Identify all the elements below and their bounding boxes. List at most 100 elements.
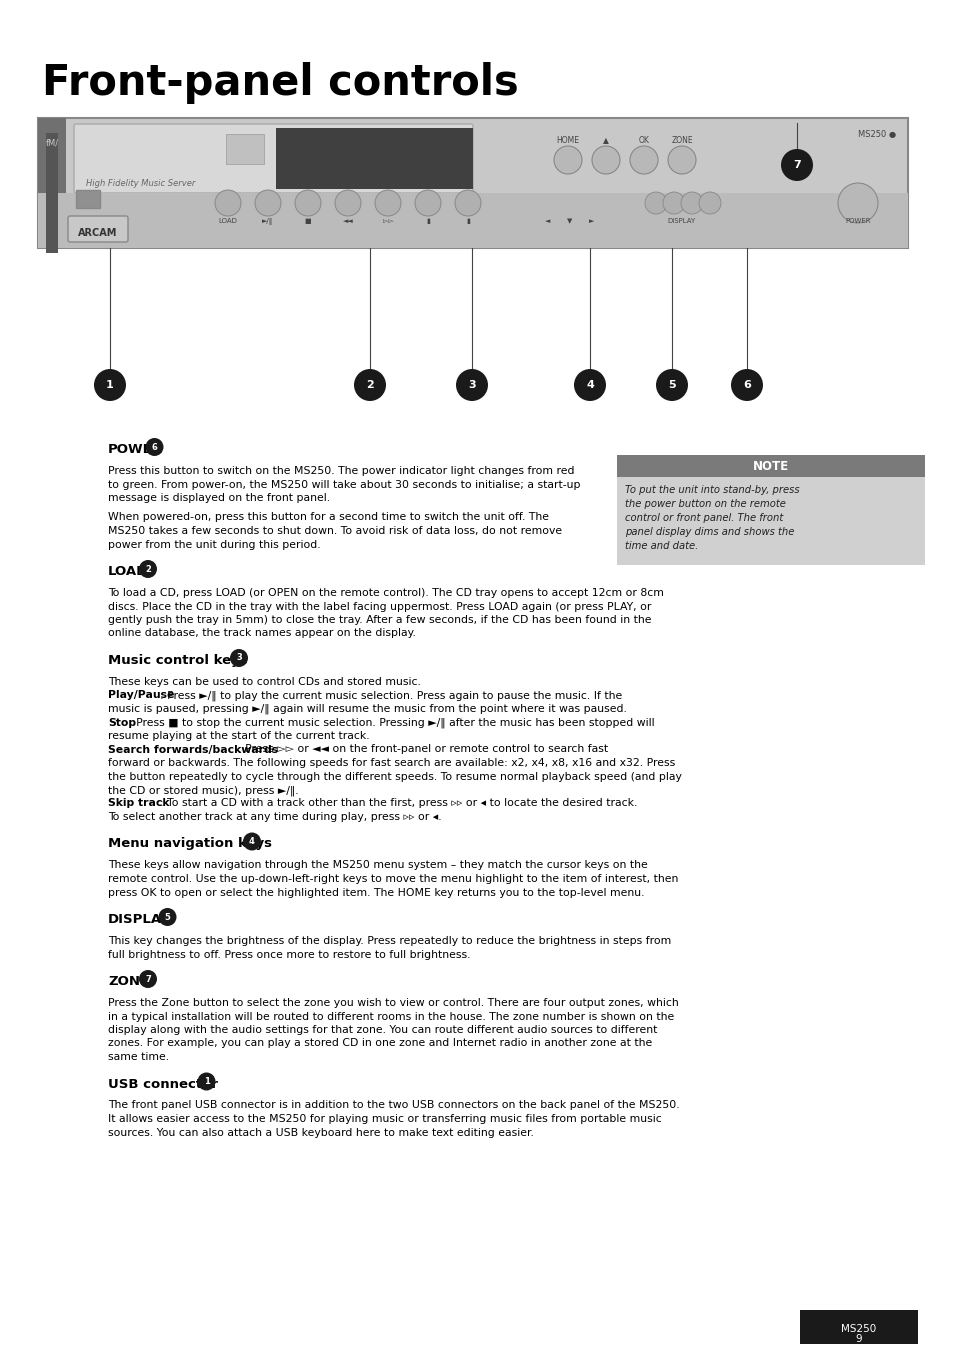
Circle shape bbox=[656, 369, 687, 401]
Text: time and date.: time and date. bbox=[624, 541, 698, 551]
Text: High Fidelity Music Server: High Fidelity Music Server bbox=[86, 180, 195, 188]
Text: 5: 5 bbox=[667, 379, 675, 390]
Text: To select another track at any time during play, press ▹▹ or ◂.: To select another track at any time duri… bbox=[108, 811, 441, 822]
Text: When powered-on, press this button for a second time to switch the unit off. The: When powered-on, press this button for a… bbox=[108, 513, 548, 522]
Text: ◄: ◄ bbox=[545, 217, 550, 224]
Text: This key changes the brightness of the display. Press repeatedly to reduce the b: This key changes the brightness of the d… bbox=[108, 936, 671, 946]
Text: Music control keys: Music control keys bbox=[108, 653, 248, 667]
Text: Menu navigation keys: Menu navigation keys bbox=[108, 837, 272, 850]
Text: panel display dims and shows the: panel display dims and shows the bbox=[624, 526, 794, 537]
Text: ▻▻: ▻▻ bbox=[382, 217, 393, 224]
Text: NOTE: NOTE bbox=[752, 459, 788, 472]
FancyBboxPatch shape bbox=[68, 216, 128, 242]
Text: DISPLAY: DISPLAY bbox=[667, 217, 696, 224]
Text: ▼: ▼ bbox=[567, 217, 572, 224]
Circle shape bbox=[554, 146, 581, 174]
Text: 9: 9 bbox=[855, 1334, 862, 1345]
Circle shape bbox=[781, 148, 812, 181]
Circle shape bbox=[254, 190, 281, 216]
Text: ◄◄: ◄◄ bbox=[342, 217, 353, 224]
Circle shape bbox=[730, 369, 762, 401]
Text: 2: 2 bbox=[366, 379, 374, 390]
Circle shape bbox=[335, 190, 360, 216]
Text: HOME: HOME bbox=[556, 136, 578, 144]
Text: It allows easier access to the MS250 for playing music or transferring music fil: It allows easier access to the MS250 for… bbox=[108, 1114, 661, 1125]
Text: Play/Pause: Play/Pause bbox=[108, 690, 174, 701]
Text: music is paused, pressing ►/‖ again will resume the music from the point where i: music is paused, pressing ►/‖ again will… bbox=[108, 703, 626, 714]
Text: ▮: ▮ bbox=[426, 217, 430, 224]
Text: remote control. Use the up-down-left-right keys to move the menu highlight to th: remote control. Use the up-down-left-rig… bbox=[108, 873, 678, 884]
Text: ▲: ▲ bbox=[602, 136, 608, 144]
Text: MS250 ●: MS250 ● bbox=[857, 130, 895, 139]
Text: These keys can be used to control CDs and stored music.: These keys can be used to control CDs an… bbox=[108, 676, 420, 687]
Text: 1: 1 bbox=[203, 1077, 210, 1085]
Text: message is displayed on the front panel.: message is displayed on the front panel. bbox=[108, 493, 330, 504]
Text: LOAD: LOAD bbox=[108, 566, 148, 578]
Text: Press this button to switch on the MS250. The power indicator light changes from: Press this button to switch on the MS250… bbox=[108, 466, 574, 477]
Text: forward or backwards. The following speeds for fast search are available: x2, x4: forward or backwards. The following spee… bbox=[108, 757, 675, 768]
Text: Search forwards/backwards: Search forwards/backwards bbox=[108, 744, 278, 755]
Text: The front panel USB connector is in addition to the two USB connectors on the ba: The front panel USB connector is in addi… bbox=[108, 1100, 679, 1111]
FancyBboxPatch shape bbox=[74, 124, 473, 193]
Bar bbox=[617, 477, 924, 566]
Text: 4: 4 bbox=[585, 379, 594, 390]
Circle shape bbox=[230, 649, 248, 667]
Text: power from the unit during this period.: power from the unit during this period. bbox=[108, 540, 320, 549]
Circle shape bbox=[375, 190, 400, 216]
Text: LOAD: LOAD bbox=[218, 217, 237, 224]
Text: 5: 5 bbox=[164, 913, 171, 922]
Circle shape bbox=[662, 192, 684, 215]
Text: DISPLAY: DISPLAY bbox=[108, 913, 171, 926]
Bar bbox=[226, 134, 264, 163]
Text: discs. Place the CD in the tray with the label facing uppermost. Press LOAD agai: discs. Place the CD in the tray with the… bbox=[108, 602, 651, 612]
Text: 6: 6 bbox=[742, 379, 750, 390]
Circle shape bbox=[243, 833, 261, 851]
Circle shape bbox=[139, 971, 157, 988]
Circle shape bbox=[456, 369, 488, 401]
Circle shape bbox=[294, 190, 320, 216]
Text: To put the unit into stand-by, press: To put the unit into stand-by, press bbox=[624, 485, 799, 495]
Circle shape bbox=[592, 146, 619, 174]
Bar bbox=[38, 193, 907, 248]
Circle shape bbox=[415, 190, 440, 216]
Text: Front-panel controls: Front-panel controls bbox=[42, 62, 518, 104]
Text: zones. For example, you can play a stored CD in one zone and Internet radio in a: zones. For example, you can play a store… bbox=[108, 1038, 652, 1049]
Text: the CD or stored music), press ►/‖.: the CD or stored music), press ►/‖. bbox=[108, 784, 298, 795]
Text: 3: 3 bbox=[236, 653, 242, 663]
Text: 2: 2 bbox=[145, 564, 151, 574]
Text: online database, the track names appear on the display.: online database, the track names appear … bbox=[108, 629, 416, 639]
Text: To load a CD, press LOAD (or OPEN on the remote control). The CD tray opens to a: To load a CD, press LOAD (or OPEN on the… bbox=[108, 589, 663, 598]
Circle shape bbox=[354, 369, 386, 401]
Text: POWER: POWER bbox=[844, 217, 870, 224]
Bar bbox=[800, 1310, 917, 1345]
Text: : Press ■ to stop the current music selection. Pressing ►/‖ after the music has : : Press ■ to stop the current music sele… bbox=[129, 717, 654, 728]
Text: gently push the tray in 5mm) to close the tray. After a few seconds, if the CD h: gently push the tray in 5mm) to close th… bbox=[108, 616, 651, 625]
Text: MS250: MS250 bbox=[841, 1324, 876, 1334]
Text: 6: 6 bbox=[152, 443, 157, 451]
Bar bbox=[46, 134, 58, 252]
Circle shape bbox=[139, 560, 157, 578]
Text: to green. From power-on, the MS250 will take about 30 seconds to initialise; a s: to green. From power-on, the MS250 will … bbox=[108, 479, 579, 490]
Circle shape bbox=[680, 192, 702, 215]
Text: control or front panel. The front: control or front panel. The front bbox=[624, 513, 782, 522]
Circle shape bbox=[197, 1072, 215, 1091]
Text: ►: ► bbox=[589, 217, 594, 224]
Text: same time.: same time. bbox=[108, 1052, 169, 1062]
Circle shape bbox=[158, 909, 176, 926]
Text: : To start a CD with a track other than the first, press ▹▹ or ◂ to locate the d: : To start a CD with a track other than … bbox=[160, 798, 637, 809]
Text: MS250 takes a few seconds to shut down. To avoid risk of data loss, do not remov: MS250 takes a few seconds to shut down. … bbox=[108, 526, 561, 536]
Text: Skip track: Skip track bbox=[108, 798, 170, 809]
Text: sources. You can also attach a USB keyboard here to make text editing easier.: sources. You can also attach a USB keybo… bbox=[108, 1127, 534, 1138]
Text: 7: 7 bbox=[145, 975, 151, 984]
Text: resume playing at the start of the current track.: resume playing at the start of the curre… bbox=[108, 730, 369, 741]
Circle shape bbox=[94, 369, 126, 401]
Circle shape bbox=[699, 192, 720, 215]
Bar bbox=[617, 455, 924, 477]
Bar bbox=[76, 190, 100, 208]
Text: 4: 4 bbox=[249, 837, 254, 846]
Text: POWER: POWER bbox=[108, 443, 163, 456]
Text: the power button on the remote: the power button on the remote bbox=[624, 500, 785, 509]
Text: in a typical installation will be routed to different rooms in the house. The zo: in a typical installation will be routed… bbox=[108, 1011, 674, 1022]
Bar bbox=[38, 117, 907, 248]
Text: Press the Zone button to select the zone you wish to view or control. There are : Press the Zone button to select the zone… bbox=[108, 998, 678, 1008]
